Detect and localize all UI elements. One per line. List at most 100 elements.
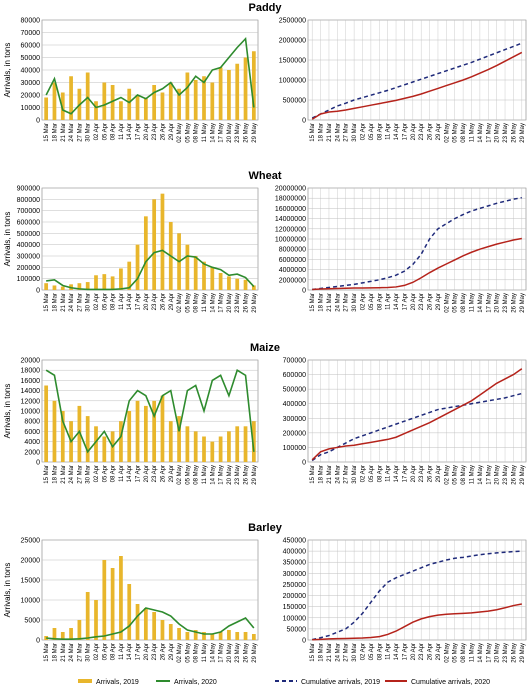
x-tick-label: 26 May xyxy=(244,293,250,313)
x-tick-label: 08 Apr xyxy=(111,123,117,140)
x-tick-label: 26 Apr xyxy=(160,123,166,140)
x-tick-label: 14 May xyxy=(478,643,484,663)
x-tick-label: 29 May xyxy=(520,465,526,485)
charts-layer: 0100002000030000400005000060000700008000… xyxy=(3,2,527,663)
x-tick-label: 05 May xyxy=(185,293,191,313)
line-2020 xyxy=(46,607,255,641)
legend: Arrivals, 2019 Arrivals, 2020 Cumulative… xyxy=(78,679,490,686)
x-tick-label: 20 May xyxy=(227,293,233,313)
x-tick-label: 08 Apr xyxy=(111,465,117,482)
bar-2019 xyxy=(110,85,115,120)
x-tick-label: 26 May xyxy=(244,465,250,485)
bar-2019 xyxy=(44,283,49,290)
y-axis-label: Arrivals, in tons xyxy=(3,212,12,267)
bar-2019 xyxy=(193,630,198,640)
x-tick-label: 11 Apr xyxy=(386,643,392,660)
x-tick-label: 14 May xyxy=(478,293,484,313)
bar-2019 xyxy=(160,193,165,290)
bar-2019 xyxy=(102,436,107,462)
x-tick-label: 26 Apr xyxy=(160,293,166,310)
x-tick-label: 11 Apr xyxy=(386,465,392,482)
bar-2019 xyxy=(60,411,65,462)
y-tick-label: 2000000 xyxy=(279,277,306,284)
y-tick-label: 200000 xyxy=(283,430,306,437)
y-tick-label: 1500000 xyxy=(279,58,306,65)
x-tick-label: 18 Mar xyxy=(319,643,325,662)
x-tick-label: 26 May xyxy=(244,643,250,663)
x-tick-label: 20 Apr xyxy=(411,465,417,482)
chart-panel-5: 0 100000 200000 300000 400000 500000 600000 700… xyxy=(283,358,527,485)
bar-2019 xyxy=(52,82,57,120)
x-tick-label: 08 May xyxy=(461,293,467,313)
x-tick-label: 02 Apr xyxy=(361,465,367,482)
x-tick-label: 05 May xyxy=(453,465,459,485)
line-2020 xyxy=(46,249,255,291)
chart-panel-0: 0 10000 20000 30000 40000 50000 60000 70000 8000… xyxy=(3,2,282,143)
bar-2019 xyxy=(94,275,98,290)
x-tick-label: 29 May xyxy=(252,123,258,143)
x-tick-label: 21 Mar xyxy=(327,293,333,312)
x-tick-label: 02 Apr xyxy=(94,465,100,482)
y-tick-label: 100000 xyxy=(283,615,306,622)
bar-2019 xyxy=(218,67,223,120)
y-tick-label: 250000 xyxy=(283,582,306,589)
line-cumulative-2020 xyxy=(311,51,523,120)
x-tick-label: 26 Apr xyxy=(428,123,434,140)
x-tick-label: 29 May xyxy=(520,643,526,663)
bar-2019 xyxy=(168,82,173,120)
x-tick-label: 27 Mar xyxy=(344,643,350,662)
y-tick-label: 600000 xyxy=(17,220,40,227)
bar-2019 xyxy=(85,282,90,290)
y-tick-label: 300000 xyxy=(17,254,40,261)
x-tick-label: 17 Apr xyxy=(136,293,142,310)
x-tick-label: 11 Apr xyxy=(386,123,392,140)
bar-2019 xyxy=(44,97,49,120)
x-tick-label: 15 Mar xyxy=(310,465,316,484)
x-tick-label: 11 Apr xyxy=(386,293,392,310)
bar-2019 xyxy=(202,436,206,462)
y-tick-label: 70000 xyxy=(21,30,41,37)
line-cumulative-2019 xyxy=(312,196,522,291)
plot-area xyxy=(41,187,259,291)
bar-2019 xyxy=(218,273,223,290)
x-tick-label: 29 Apr xyxy=(436,293,442,310)
bar-2019 xyxy=(168,624,173,640)
y-tick-label: 4000 xyxy=(24,439,40,446)
y-tick-label: 900000 xyxy=(17,186,40,193)
bar-2019 xyxy=(69,628,73,640)
line-2020 xyxy=(45,36,255,115)
bar-2019 xyxy=(77,405,82,462)
y-tick-label: 8000000 xyxy=(279,247,306,254)
y-tick-label: 500000 xyxy=(283,98,306,105)
x-tick-label: 15 Mar xyxy=(310,293,316,312)
y-tick-label: 6000 xyxy=(24,429,40,436)
x-tick-label: 05 May xyxy=(185,123,191,143)
x-tick-label: 24 Mar xyxy=(69,465,75,484)
x-tick-label: 23 May xyxy=(235,643,241,663)
x-tick-label: 26 Apr xyxy=(160,643,166,660)
x-tick-label: 29 Apr xyxy=(169,293,175,310)
x-tick-label: 17 Apr xyxy=(402,643,408,660)
bar-2019 xyxy=(143,216,148,290)
y-tick-label: 0 xyxy=(302,288,306,295)
bar-2019 xyxy=(210,441,215,462)
x-tick-label: 08 Apr xyxy=(377,293,383,310)
x-tick-label: 26 Apr xyxy=(160,465,166,482)
x-tick-label: 17 Apr xyxy=(136,465,142,482)
bar-2019 xyxy=(127,584,132,640)
line-cumulative-2020 xyxy=(312,603,522,641)
bar-2019 xyxy=(235,632,240,640)
x-tick-label: 26 May xyxy=(511,293,517,313)
y-tick-label: 50000 xyxy=(21,55,41,62)
y-tick-label: 600000 xyxy=(283,372,306,379)
bar-2019 xyxy=(52,400,57,462)
x-tick-label: 02 May xyxy=(444,465,450,485)
x-tick-label: 21 Mar xyxy=(61,293,67,312)
bar-2019 xyxy=(143,608,148,640)
legend-label-line-2020: Arrivals, 2020 xyxy=(174,679,217,686)
x-tick-label: 27 Mar xyxy=(77,643,83,662)
y-tick-label: 450000 xyxy=(283,538,306,545)
x-tick-label: 05 Apr xyxy=(102,123,108,140)
bar-2019 xyxy=(69,76,73,120)
x-tick-label: 14 Apr xyxy=(127,465,133,482)
